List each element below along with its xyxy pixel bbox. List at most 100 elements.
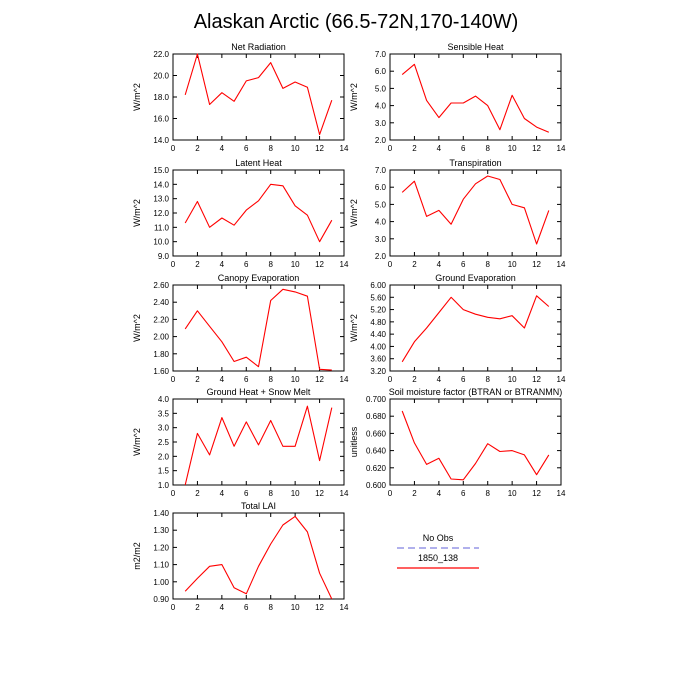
sensible-heat-title: Sensible Heat [447, 42, 504, 52]
transpiration-ytick-label: 3.0 [375, 235, 387, 244]
ground-heat-snow-melt-xtick-label: 6 [244, 489, 249, 498]
figure-title: Alaskan Arctic (66.5-72N,170-140W) [194, 11, 519, 33]
sensible-heat-ytick-label: 3.0 [375, 119, 387, 128]
ground-heat-snow-melt-xtick-label: 12 [315, 489, 324, 498]
net-radiation-xtick-label: 10 [291, 144, 300, 153]
latent-heat-ylabel: W/m^2 [132, 199, 142, 227]
sensible-heat-xtick-label: 2 [412, 144, 417, 153]
ground-evaporation-ytick-label: 5.60 [370, 293, 386, 302]
soil-moisture-factor-btran-or-btranmn-plot-frame [389, 398, 562, 486]
legend-label-1850-138: 1850_138 [418, 553, 458, 563]
net-radiation-xtick-label: 6 [244, 144, 249, 153]
latent-heat-series-line [184, 183, 333, 243]
ground-heat-snow-melt-series-line [184, 405, 333, 486]
ground-heat-snow-melt-ytick-label: 3.5 [158, 409, 170, 418]
transpiration-xtick-label: 8 [485, 260, 490, 269]
ground-evaporation-plot-frame [389, 284, 562, 372]
transpiration-title: Transpiration [449, 158, 501, 168]
ground-evaporation-title: Ground Evaporation [435, 273, 516, 283]
soil-moisture-factor-btran-or-btranmn-ytick-label: 0.680 [366, 412, 387, 421]
ground-evaporation-ytick-label: 4.00 [370, 342, 386, 351]
ground-evaporation-xtick-label: 14 [557, 375, 566, 384]
total-lai-ytick-label: 1.30 [153, 526, 169, 535]
latent-heat-panel: 0 2 4 6 8 10 12 14 9.0 10.0 11.0 12.0 13.0 14.0 15.0 La… [132, 158, 349, 269]
latent-heat-xtick-label: 8 [268, 260, 273, 269]
ground-evaporation-xtick-label: 12 [532, 375, 541, 384]
ground-heat-snow-melt-title: Ground Heat + Snow Melt [207, 387, 311, 397]
total-lai-xtick-label: 8 [268, 603, 273, 612]
latent-heat-ytick-label: 10.0 [153, 238, 169, 247]
ground-heat-snow-melt-panel: 0 2 4 6 8 10 12 14 1.0 1.5 2.0 2.5 3.0 3.5 4.0 Ground H… [132, 387, 349, 498]
transpiration-xtick-label: 6 [461, 260, 466, 269]
transpiration-ytick-label: 4.0 [375, 218, 387, 227]
canopy-evaporation-ylabel: W/m^2 [132, 314, 142, 342]
net-radiation-ytick-label: 18.0 [153, 93, 169, 102]
net-radiation-xtick-label: 8 [268, 144, 273, 153]
canopy-evaporation-ytick-label: 2.40 [153, 298, 169, 307]
canopy-evaporation-xtick-label: 6 [244, 375, 249, 384]
ground-evaporation-xtick-label: 4 [437, 375, 442, 384]
soil-moisture-factor-btran-or-btranmn-ytick-label: 0.640 [366, 447, 387, 456]
transpiration-series-line [401, 175, 550, 245]
latent-heat-xtick-label: 6 [244, 260, 249, 269]
ground-evaporation-ytick-label: 3.20 [370, 367, 386, 376]
net-radiation-ytick-label: 14.0 [153, 136, 169, 145]
ground-evaporation-xtick-label: 8 [485, 375, 490, 384]
ground-evaporation-series-line [401, 295, 550, 363]
canopy-evaporation-ytick-label: 2.20 [153, 315, 169, 324]
transpiration-xtick-label: 14 [557, 260, 566, 269]
transpiration-xtick-label: 12 [532, 260, 541, 269]
transpiration-ylabel: W/m^2 [349, 199, 359, 227]
latent-heat-ytick-label: 14.0 [153, 180, 169, 189]
latent-heat-xtick-label: 12 [315, 260, 324, 269]
total-lai-series-line [184, 515, 333, 600]
canopy-evaporation-xtick-label: 14 [340, 375, 349, 384]
net-radiation-series-line [184, 53, 333, 136]
transpiration-ytick-label: 6.0 [375, 183, 387, 192]
ground-heat-snow-melt-xtick-label: 10 [291, 489, 300, 498]
ground-heat-snow-melt-xtick-label: 4 [220, 489, 225, 498]
sensible-heat-xtick-label: 14 [557, 144, 566, 153]
soil-moisture-factor-btran-or-btranmn-ytick-label: 0.700 [366, 395, 387, 404]
canopy-evaporation-plot-frame [172, 284, 345, 372]
soil-moisture-factor-btran-or-btranmn-ytick-label: 0.660 [366, 429, 387, 438]
soil-moisture-factor-btran-or-btranmn-xtick-label: 12 [532, 489, 541, 498]
canopy-evaporation-xtick-label: 2 [195, 375, 200, 384]
legend-label-no-obs: No Obs [423, 533, 454, 543]
soil-moisture-factor-btran-or-btranmn-series-line [401, 410, 550, 481]
latent-heat-plot-frame [172, 169, 345, 257]
net-radiation-xtick-label: 4 [220, 144, 225, 153]
ground-evaporation-xtick-label: 2 [412, 375, 417, 384]
total-lai-xtick-label: 4 [220, 603, 225, 612]
canopy-evaporation-xtick-label: 0 [171, 375, 176, 384]
sensible-heat-ytick-label: 4.0 [375, 102, 387, 111]
transpiration-plot-frame [389, 169, 562, 257]
ground-heat-snow-melt-ytick-label: 1.5 [158, 467, 170, 476]
total-lai-ytick-label: 1.10 [153, 561, 169, 570]
legend: No Obs 1850_138 [397, 533, 479, 569]
net-radiation-xtick-label: 14 [340, 144, 349, 153]
ground-heat-snow-melt-plot-frame [172, 398, 345, 486]
latent-heat-xtick-label: 4 [220, 260, 225, 269]
total-lai-xtick-label: 0 [171, 603, 176, 612]
soil-moisture-factor-btran-or-btranmn-xtick-label: 8 [485, 489, 490, 498]
ground-evaporation-xtick-label: 6 [461, 375, 466, 384]
total-lai-xtick-label: 6 [244, 603, 249, 612]
total-lai-ytick-label: 1.00 [153, 578, 169, 587]
transpiration-ytick-label: 7.0 [375, 166, 387, 175]
sensible-heat-ytick-label: 7.0 [375, 50, 387, 59]
net-radiation-panel: 0 2 4 6 8 10 12 14 14.0 16.0 18.0 20.0 22.0 Net Radia… [132, 42, 349, 153]
net-radiation-ytick-label: 16.0 [153, 115, 169, 124]
soil-moisture-factor-btran-or-btranmn-panel: 0 2 4 6 8 10 12 14 0.600 0.620 0.640 0.660 0.680 0.70… [349, 387, 566, 498]
ground-heat-snow-melt-ytick-label: 2.0 [158, 452, 170, 461]
total-lai-ytick-label: 0.90 [153, 595, 169, 604]
net-radiation-title: Net Radiation [231, 42, 286, 52]
net-radiation-xtick-label: 2 [195, 144, 200, 153]
soil-moisture-factor-btran-or-btranmn-ylabel: unitless [349, 426, 359, 457]
ground-evaporation-ylabel: W/m^2 [349, 314, 359, 342]
sensible-heat-plot-frame [389, 53, 562, 141]
soil-moisture-factor-btran-or-btranmn-xtick-label: 4 [437, 489, 442, 498]
latent-heat-ytick-label: 9.0 [158, 252, 170, 261]
